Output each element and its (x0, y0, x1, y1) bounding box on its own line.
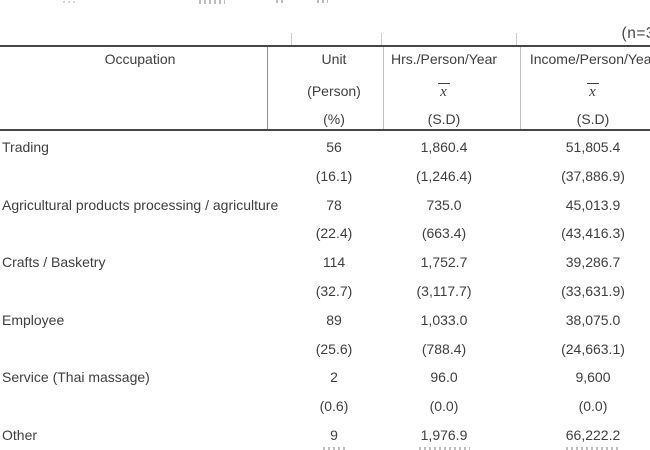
income-mean-header: x (533, 82, 650, 100)
occupation-cell: Agricultural products processing / agric… (2, 196, 279, 213)
unit-cell: 56 (326, 139, 342, 155)
unit-sd-cell: (25.6) (315, 340, 353, 357)
hours-cell: 1,752.7 (420, 254, 468, 271)
hours-cell: 1,976.9 (420, 427, 468, 443)
income-cell: 51,805.4 (565, 139, 621, 155)
table-row-sd: (16.1) (1,246.4) (37,886.9) (0, 162, 650, 191)
sd-subheader: (S.D) (427, 111, 461, 127)
income-cell: 66,222.2 (565, 427, 621, 443)
clipped-title-remnant (199, 0, 225, 4)
percent-subheader: (%) (323, 111, 345, 127)
mean-symbol: x (438, 83, 450, 100)
table-row: Trading 56 1,860.4 51,805.4 (0, 133, 650, 162)
sd-subheader: (S.D) (576, 111, 610, 127)
clipped-row-remnant (566, 447, 621, 450)
unit-cell: 2 (330, 369, 338, 386)
occupation-cell: Service (Thai massage) (2, 369, 150, 386)
unit-subheader: (Person) (307, 83, 361, 99)
income-cell: 9,600 (575, 369, 611, 386)
column-border-stub (291, 33, 292, 45)
unit-cell: 9 (330, 427, 338, 443)
unit-sd-cell: (32.7) (315, 283, 353, 299)
unit-cell: 89 (326, 311, 342, 328)
header-row: (Person) x x (0, 82, 650, 100)
sample-size-note: (n=3 (621, 25, 650, 42)
table-row: Other 9 1,976.9 66,222.2 (0, 421, 650, 450)
column-border-stub (516, 33, 517, 45)
hours-sd-cell: (1,246.4) (415, 167, 473, 184)
income-sd-cell: (37,886.9) (561, 167, 625, 184)
income-sd-cell: (0.0) (578, 398, 608, 415)
hours-sd-cell: (788.4) (421, 340, 467, 357)
income-sd-cell: (33,631.9) (561, 283, 625, 299)
unit-cell: 114 (322, 254, 346, 271)
table-row: Agricultural products processing / agric… (0, 191, 650, 220)
unit-sd-cell: (0.6) (319, 398, 349, 415)
header-bottom-rule (0, 129, 650, 131)
table-top-rule (0, 45, 650, 47)
hours-cell: 96.0 (430, 369, 458, 386)
table-row: Service (Thai massage) 2 96.0 9,600 (0, 363, 650, 392)
table-row-sd: (32.7) (3,117.7) (33,631.9) (0, 277, 650, 306)
occupation-cell: Crafts / Basketry (2, 254, 106, 271)
hours-cell: 1,860.4 (420, 139, 468, 155)
clipped-row-remnant (419, 447, 470, 450)
table-row: Employee 89 1,033.0 38,075.0 (0, 306, 650, 335)
header-column-border (267, 47, 268, 129)
unit-cell: 78 (326, 196, 342, 213)
unit-sd-cell: (16.1) (315, 167, 353, 184)
occupation-cell: Other (2, 427, 38, 443)
clipped-row-remnant (323, 447, 348, 450)
header-column-border (383, 47, 384, 129)
income-sd-cell: (43,416.3) (561, 225, 625, 242)
header-column-border (520, 47, 521, 129)
income-cell: 39,286.7 (565, 254, 621, 271)
table-row-sd: (25.6) (788.4) (24,663.1) (0, 335, 650, 364)
hours-header: Hrs./Person/Year (390, 51, 498, 67)
table-row-sd: (22.4) (663.4) (43,416.3) (0, 219, 650, 248)
hours-sd-cell: (0.0) (429, 398, 459, 415)
table-row: Crafts / Basketry 114 1,752.7 39,286.7 (0, 248, 650, 277)
income-sd-cell: (24,663.1) (561, 340, 625, 357)
clipped-title-remnant (63, 1, 75, 3)
occupation-cell: Employee (2, 311, 65, 328)
unit-sd-cell: (22.4) (315, 225, 353, 242)
hours-cell: 735.0 (426, 196, 462, 213)
occupation-header: Occupation (104, 51, 176, 67)
mean-symbol: x (587, 83, 599, 100)
header-row: Occupation Unit Hrs./Person/Year Income/… (0, 50, 650, 68)
clipped-title-remnant (276, 0, 285, 3)
header-row: (%) (S.D) (S.D) (0, 110, 650, 128)
hours-mean-header: x (384, 82, 504, 100)
clipped-title-remnant (317, 0, 328, 3)
income-cell: 45,013.9 (565, 196, 621, 213)
income-cell: 38,075.0 (565, 311, 621, 328)
column-border-stub (381, 33, 382, 45)
occupation-cell: Trading (2, 139, 49, 155)
hours-sd-cell: (663.4) (421, 225, 467, 242)
income-header: Income/Person/Year (529, 51, 650, 67)
hours-sd-cell: (3,117.7) (416, 283, 472, 299)
hours-cell: 1,033.0 (420, 311, 468, 328)
unit-header: Unit (321, 51, 347, 67)
table-row-sd: (0.6) (0.0) (0.0) (0, 392, 650, 421)
